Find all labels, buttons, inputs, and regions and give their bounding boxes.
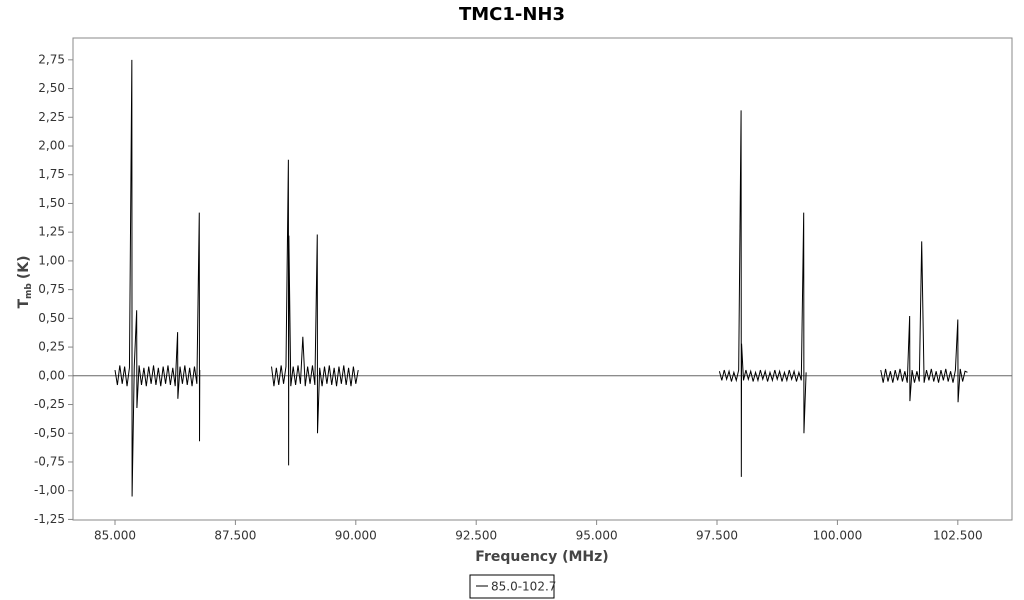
plot-frame [72,37,1013,521]
y-tick-label: 0,75 [38,282,65,296]
y-tick-label: 2,25 [38,110,65,124]
y-tick-label: 0,00 [38,368,65,382]
y-tick-label: 1,50 [38,196,65,210]
y-tick-label: 0,50 [38,311,65,325]
y-tick-label: 2,50 [38,81,65,95]
chart-title: TMC1-NH3 [459,4,565,25]
y-tick-label: 1,75 [38,167,65,181]
y-tick-label: 1,25 [38,225,65,239]
y-tick-label: -1,25 [34,512,65,526]
y-tick-label: -1,00 [34,483,65,497]
y-label-unit: (K) [16,255,32,279]
y-label-sub: mb [24,283,34,299]
legend-label: 85.0-102.7 [491,580,556,594]
y-tick-label: 1,00 [38,253,65,267]
y-tick-label: 2,75 [38,52,65,66]
x-tick-label: 87.500 [214,529,256,543]
y-label-main: T [16,299,32,309]
x-tick-label: 90.000 [335,529,377,543]
x-tick-label: 97.500 [696,529,738,543]
x-axis-label: Frequency (MHz) [475,549,608,565]
legend-box [469,574,555,599]
y-tick-label: 2,00 [38,139,65,153]
y-tick-label: 0,25 [38,340,65,354]
x-tick-label: 102.500 [933,529,983,543]
x-tick-label: 92.500 [455,529,497,543]
y-axis-label: Tmb (K) [16,255,34,308]
y-tick-label: -0,25 [34,397,65,411]
y-tick-label: -0,75 [34,454,65,468]
spectrum-line [114,59,968,497]
x-tick-label: 95.000 [576,529,618,543]
y-tick-label: -0,50 [34,426,65,440]
x-tick-label: 85.000 [94,529,136,543]
x-tick-label: 100.000 [813,529,863,543]
